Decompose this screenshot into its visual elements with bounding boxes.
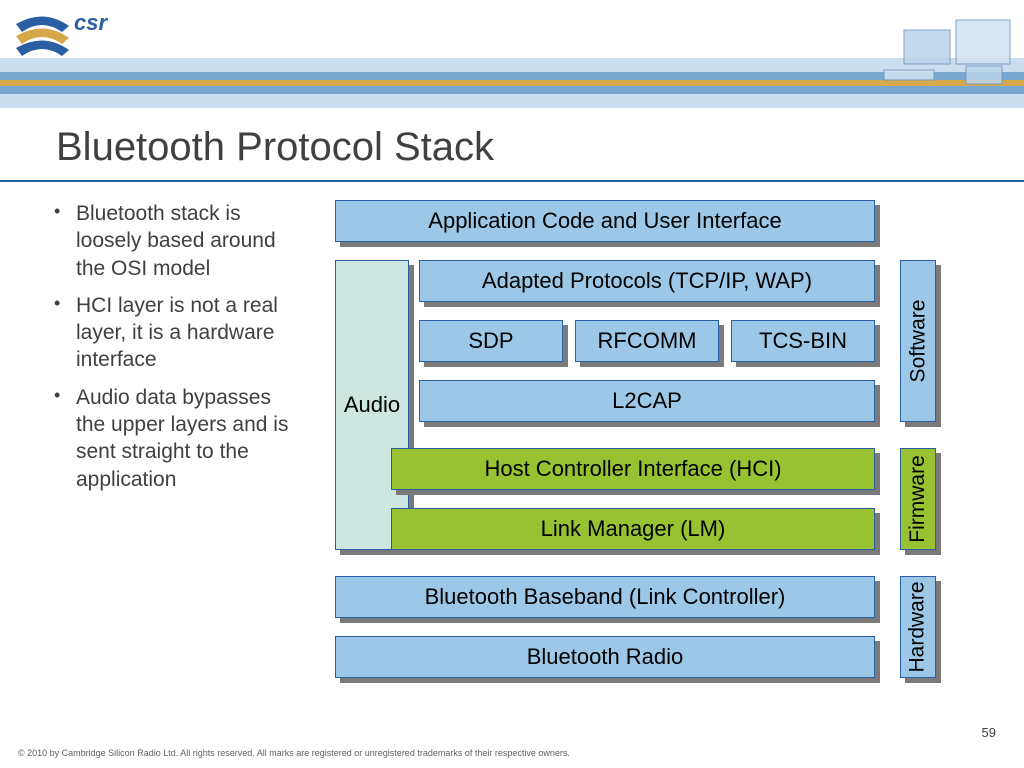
box-baseband-label: Bluetooth Baseband (Link Controller) (335, 576, 875, 618)
bullet-dot: • (54, 200, 76, 282)
csr-logo: csr (14, 6, 104, 66)
box-lm: Link Manager (LM) (391, 508, 875, 550)
box-tcsbin-label: TCS-BIN (731, 320, 875, 362)
box-rfcomm: RFCOMM (575, 320, 719, 362)
box-lm-label: Link Manager (LM) (391, 508, 875, 550)
list-item: • HCI layer is not a real layer, it is a… (54, 292, 304, 374)
header-illustration (864, 0, 1024, 108)
box-app-label: Application Code and User Interface (335, 200, 875, 242)
vlabel-software-text: Software (906, 300, 930, 383)
bullet-text: HCI layer is not a real layer, it is a h… (76, 292, 304, 374)
vlabel-firmware: Firmware (900, 448, 936, 550)
box-radio-label: Bluetooth Radio (335, 636, 875, 678)
box-adapted: Adapted Protocols (TCP/IP, WAP) (419, 260, 875, 302)
bullet-text: Bluetooth stack is loosely based around … (76, 200, 304, 282)
box-rfcomm-label: RFCOMM (575, 320, 719, 362)
box-adapted-label: Adapted Protocols (TCP/IP, WAP) (419, 260, 875, 302)
box-l2cap: L2CAP (419, 380, 875, 422)
bullet-dot: • (54, 292, 76, 374)
box-baseband: Bluetooth Baseband (Link Controller) (335, 576, 875, 618)
box-radio: Bluetooth Radio (335, 636, 875, 678)
box-hci: Host Controller Interface (HCI) (391, 448, 875, 490)
stack-diagram: Application Code and User Interface Audio… (335, 200, 995, 710)
page-title: Bluetooth Protocol Stack (56, 125, 494, 170)
page-number: 59 (982, 725, 996, 740)
box-audio-label: Audio (335, 260, 409, 550)
bullet-dot: • (54, 384, 76, 493)
list-item: • Audio data bypasses the upper layers a… (54, 384, 304, 493)
title-underline (0, 180, 1024, 182)
box-tcsbin: TCS-BIN (731, 320, 875, 362)
list-item: • Bluetooth stack is loosely based aroun… (54, 200, 304, 282)
bullet-list: • Bluetooth stack is loosely based aroun… (54, 200, 304, 503)
header: csr (0, 0, 1024, 108)
box-sdp: SDP (419, 320, 563, 362)
vlabel-firmware-text: Firmware (906, 455, 930, 543)
bullet-text: Audio data bypasses the upper layers and… (76, 384, 304, 493)
vlabel-hardware-text: Hardware (906, 581, 930, 672)
box-sdp-label: SDP (419, 320, 563, 362)
box-audio: Audio (335, 260, 409, 550)
copyright-footer: © 2010 by Cambridge Silicon Radio Ltd. A… (18, 748, 570, 758)
box-hci-label: Host Controller Interface (HCI) (391, 448, 875, 490)
logo-text: csr (74, 10, 107, 36)
box-app: Application Code and User Interface (335, 200, 875, 242)
vlabel-software: Software (900, 260, 936, 422)
vlabel-hardware: Hardware (900, 576, 936, 678)
box-l2cap-label: L2CAP (419, 380, 875, 422)
